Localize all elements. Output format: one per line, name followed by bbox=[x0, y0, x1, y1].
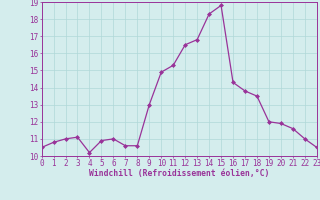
X-axis label: Windchill (Refroidissement éolien,°C): Windchill (Refroidissement éolien,°C) bbox=[89, 169, 269, 178]
